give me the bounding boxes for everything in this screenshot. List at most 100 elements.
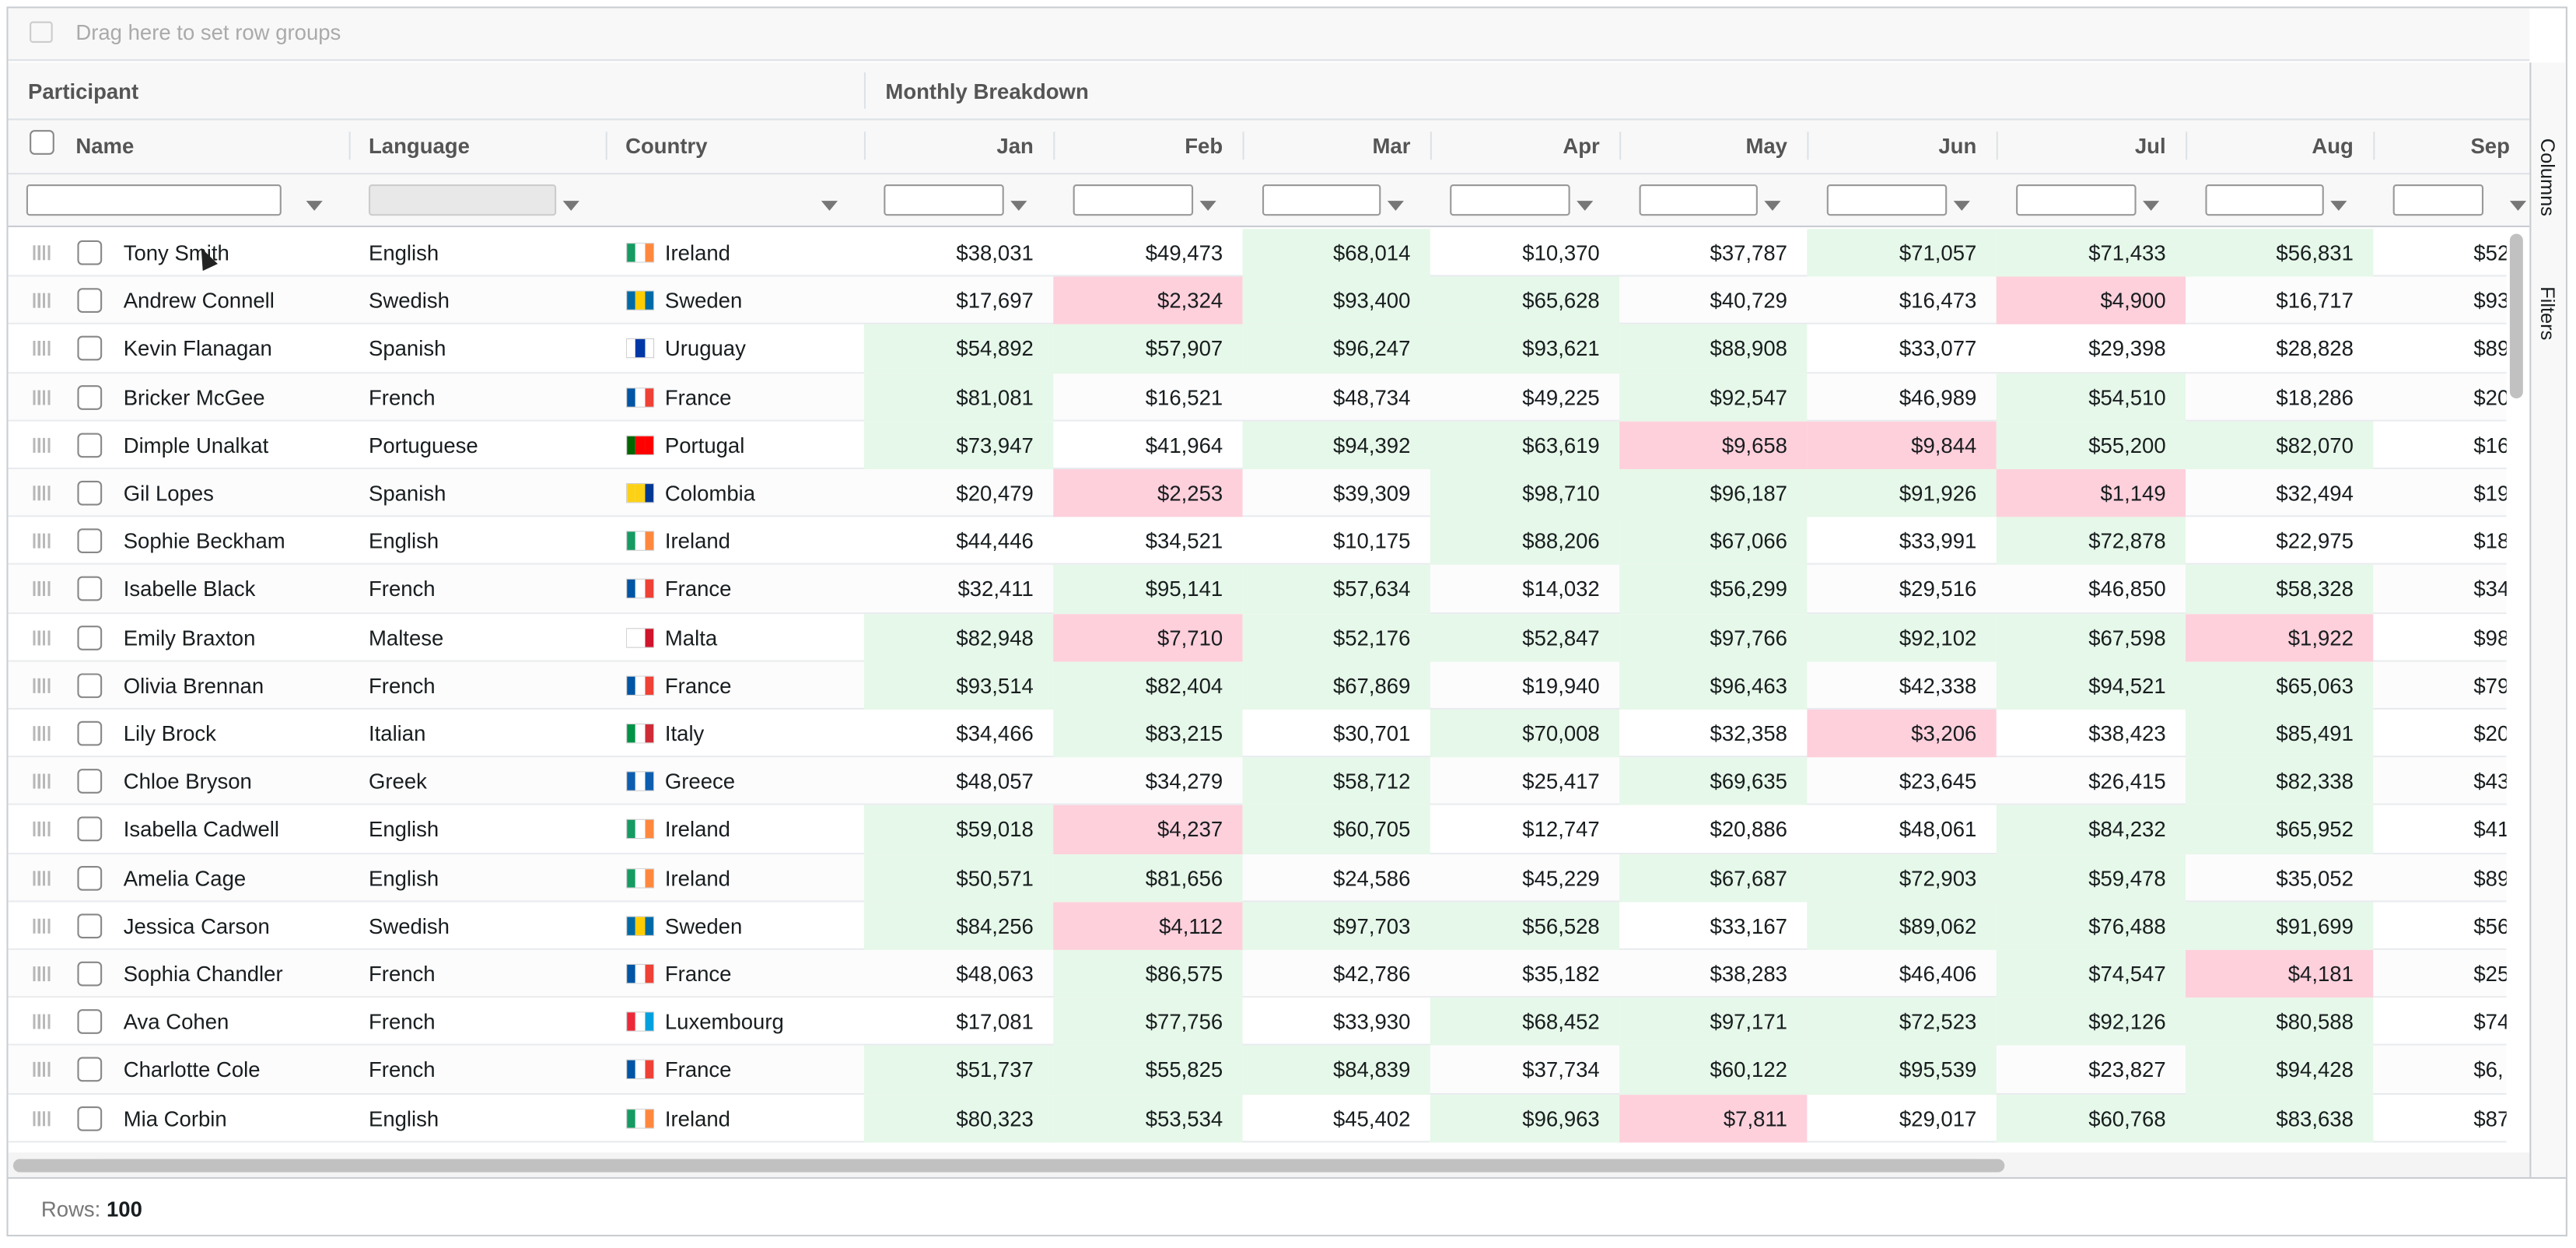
row-checkbox[interactable]: [77, 673, 103, 698]
drag-handle[interactable]: [33, 1014, 51, 1029]
row-checkbox[interactable]: [77, 1106, 103, 1131]
filter-icon[interactable]: [2330, 201, 2347, 211]
row-checkbox[interactable]: [77, 336, 103, 362]
flag-stripe: [627, 244, 636, 262]
filter-icon[interactable]: [1387, 201, 1404, 211]
h-scrollbar[interactable]: [12, 1159, 2005, 1173]
row-checkbox[interactable]: [77, 240, 103, 265]
header-divider: [1996, 131, 1998, 160]
row-checkbox[interactable]: [77, 865, 103, 890]
filter-icon[interactable]: [1199, 201, 1216, 211]
drag-handle[interactable]: [33, 341, 51, 356]
country-cell: France: [664, 384, 732, 410]
language-cell: Italian: [368, 720, 426, 746]
drag-handle[interactable]: [33, 245, 51, 261]
filter-icon[interactable]: [2509, 201, 2527, 211]
v-scrollbar[interactable]: [2509, 233, 2523, 399]
drag-handle[interactable]: [33, 870, 51, 885]
drag-handle[interactable]: [33, 726, 51, 741]
flag-stripe: [644, 339, 654, 358]
column-header[interactable]: May: [1745, 133, 1787, 159]
filter-icon[interactable]: [562, 201, 579, 211]
row-group-panel[interactable]: [8, 8, 2530, 61]
filter-input[interactable]: [1450, 184, 1570, 216]
month-cell: $71,057: [1807, 229, 1997, 277]
filter-input[interactable]: [26, 184, 282, 216]
drag-handle[interactable]: [33, 966, 51, 982]
filter-input[interactable]: [1073, 184, 1194, 216]
filter-input[interactable]: [1639, 184, 1758, 216]
row-checkbox[interactable]: [77, 528, 103, 554]
month-cell: $65,063: [2186, 661, 2374, 710]
drag-handle[interactable]: [33, 533, 51, 549]
filter-input[interactable]: [884, 184, 1004, 216]
name-cell: Chloe Bryson: [123, 769, 252, 794]
row-checkbox[interactable]: [77, 913, 103, 938]
filter-icon[interactable]: [2143, 201, 2160, 211]
row-checkbox[interactable]: [77, 769, 103, 794]
flag-stripe: [627, 868, 636, 887]
column-header[interactable]: Sep: [2470, 133, 2510, 159]
filter-input[interactable]: [2392, 184, 2484, 216]
side-tab[interactable]: Filters: [2536, 286, 2560, 341]
filter-input[interactable]: [368, 184, 557, 216]
drag-handle[interactable]: [33, 437, 51, 453]
filter-icon[interactable]: [821, 201, 838, 211]
drag-handle[interactable]: [33, 678, 51, 693]
month-cell: $74,547: [1996, 949, 2186, 998]
drag-handle[interactable]: [33, 773, 51, 789]
drag-handle[interactable]: [33, 1062, 51, 1078]
column-header[interactable]: Jul: [2134, 133, 2166, 159]
column-header[interactable]: Apr: [1563, 133, 1600, 159]
name-cell: Tony Smith: [123, 240, 229, 265]
row[interactable]: [8, 709, 2507, 758]
side-tab[interactable]: Columns: [2536, 138, 2560, 216]
filter-icon[interactable]: [1010, 201, 1027, 211]
drag-handle[interactable]: [33, 822, 51, 837]
row-checkbox[interactable]: [77, 384, 103, 410]
row-checkbox[interactable]: [77, 720, 103, 746]
drag-handle[interactable]: [33, 389, 51, 405]
row-checkbox[interactable]: [77, 1009, 103, 1035]
filter-input[interactable]: [1262, 184, 1381, 216]
drag-handle[interactable]: [33, 918, 51, 934]
flag-stripe: [644, 628, 654, 647]
filter-input[interactable]: [2016, 184, 2137, 216]
filter-input[interactable]: [625, 184, 814, 216]
filter-icon[interactable]: [306, 201, 323, 211]
column-header[interactable]: Name: [75, 133, 135, 159]
filter-icon[interactable]: [1953, 201, 1970, 211]
drag-handle[interactable]: [33, 629, 51, 645]
select-all-checkbox[interactable]: [30, 130, 54, 155]
column-header[interactable]: Language: [368, 133, 470, 159]
column-header[interactable]: Mar: [1372, 133, 1411, 159]
filter-input[interactable]: [1826, 184, 1948, 216]
flag-stripe: [627, 1060, 636, 1079]
drag-handle[interactable]: [33, 293, 51, 309]
filter-input[interactable]: [2205, 184, 2324, 216]
column-header[interactable]: Jun: [1938, 133, 1977, 159]
drag-handle[interactable]: [33, 486, 51, 501]
month-cell: $88,206: [1430, 517, 1620, 566]
month-cell: $72,523: [1807, 997, 1997, 1046]
drag-handle[interactable]: [33, 1110, 51, 1126]
flag-stripe: [644, 387, 654, 406]
side-bar: [2529, 62, 2566, 1177]
row-checkbox[interactable]: [77, 480, 103, 506]
column-header[interactable]: Country: [625, 133, 708, 159]
row-checkbox[interactable]: [77, 817, 103, 843]
month-cell: $84,232: [1996, 805, 2186, 854]
row-checkbox[interactable]: [77, 1057, 103, 1083]
column-header[interactable]: Feb: [1185, 133, 1223, 159]
column-header[interactable]: Jan: [996, 133, 1034, 159]
row-checkbox[interactable]: [77, 433, 103, 457]
row-checkbox[interactable]: [77, 961, 103, 987]
filter-icon[interactable]: [1577, 201, 1594, 211]
drag-handle[interactable]: [33, 581, 51, 597]
country-cell: Greece: [664, 769, 736, 794]
filter-icon[interactable]: [1764, 201, 1781, 211]
row-checkbox[interactable]: [77, 288, 103, 314]
row-checkbox[interactable]: [77, 577, 103, 602]
row-checkbox[interactable]: [77, 625, 103, 650]
column-header[interactable]: Aug: [2312, 133, 2354, 159]
